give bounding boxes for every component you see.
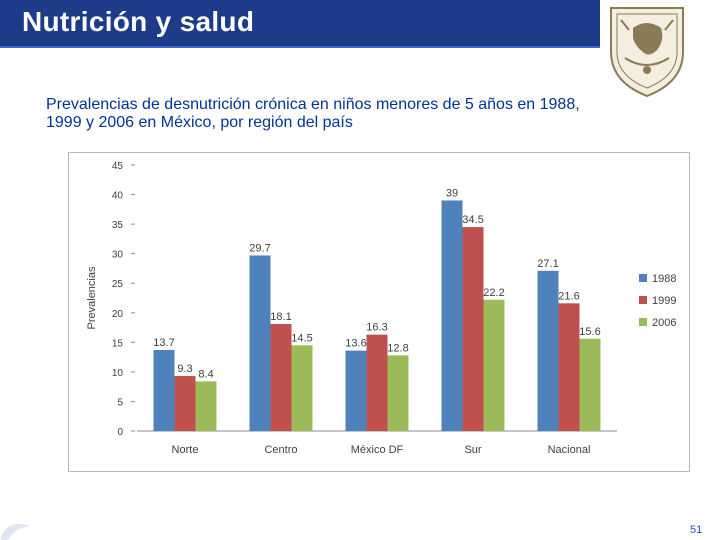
bar-1988 <box>153 350 175 431</box>
bar-2006 <box>579 338 601 431</box>
y-tick-label: 40 <box>112 191 124 202</box>
y-tick-label: 15 <box>112 338 124 349</box>
data-label: 22.2 <box>483 287 504 299</box>
x-tick-label: Nacional <box>548 444 591 456</box>
slide-title: Nutrición y salud <box>22 6 255 37</box>
data-label: 14.5 <box>291 332 312 344</box>
bar-2006 <box>483 299 505 431</box>
data-label: 13.6 <box>345 338 366 350</box>
corner-decoration <box>0 523 30 540</box>
data-label: 15.6 <box>579 326 600 338</box>
data-label: 9.3 <box>177 363 192 375</box>
y-tick-label: 25 <box>112 279 124 290</box>
bar-1999 <box>462 227 484 431</box>
bar-2006 <box>195 381 217 431</box>
data-label: 16.3 <box>366 322 387 334</box>
legend-swatch-1999 <box>639 296 647 304</box>
bar-1999 <box>270 324 292 431</box>
data-label: 27.1 <box>537 258 558 270</box>
data-label: 34.5 <box>462 214 483 226</box>
chart-subtitle: Prevalencias de desnutrición crónica en … <box>46 96 580 131</box>
bar-1988 <box>441 200 463 431</box>
y-axis-label: Prevalencias <box>86 266 98 329</box>
legend-label: 1988 <box>652 273 676 285</box>
legend-label: 2006 <box>652 317 676 329</box>
university-crest-icon <box>610 7 684 98</box>
x-tick-label: Sur <box>464 444 481 456</box>
y-tick-label: 20 <box>112 309 124 320</box>
x-tick-label: Centro <box>264 444 297 456</box>
bar-2006 <box>387 355 409 431</box>
legend-swatch-2006 <box>639 318 647 326</box>
y-tick-label: 5 <box>117 397 123 408</box>
data-label: 13.7 <box>153 337 174 349</box>
header-bar <box>0 0 600 46</box>
legend-label: 1999 <box>652 295 676 307</box>
bar-1988 <box>249 255 271 431</box>
header-divider <box>0 46 600 48</box>
bar-1988 <box>537 270 559 431</box>
bar-1999 <box>558 303 580 431</box>
bar-2006 <box>291 345 313 431</box>
y-tick-label: 0 <box>117 427 123 438</box>
legend-swatch-1988 <box>639 274 647 282</box>
y-tick-label: 10 <box>112 368 124 379</box>
bar-1988 <box>345 350 367 431</box>
data-label: 29.7 <box>249 242 270 254</box>
bar-chart: 0 5 10 15 20 25 30 35 40 45 Prevalencias 13.7 9.3 8.4… <box>86 161 676 456</box>
data-label: 39 <box>446 187 458 199</box>
data-label: 21.6 <box>558 290 579 302</box>
chart-frame: 0 5 10 15 20 25 30 35 40 45 Prevalencias 13.7 9.3 8.4… <box>68 152 690 472</box>
x-tick-label: México DF <box>351 444 404 456</box>
y-tick-label: 30 <box>112 250 124 261</box>
bar-1999 <box>174 376 196 431</box>
y-tick-label: 45 <box>112 161 124 172</box>
bar-1999 <box>366 334 388 431</box>
data-label: 12.8 <box>387 342 408 354</box>
page-number: 51 <box>690 524 703 536</box>
y-tick-label: 35 <box>112 220 124 231</box>
data-label: 18.1 <box>270 311 291 323</box>
x-tick-label: Norte <box>172 444 199 456</box>
data-label: 8.4 <box>198 368 213 380</box>
